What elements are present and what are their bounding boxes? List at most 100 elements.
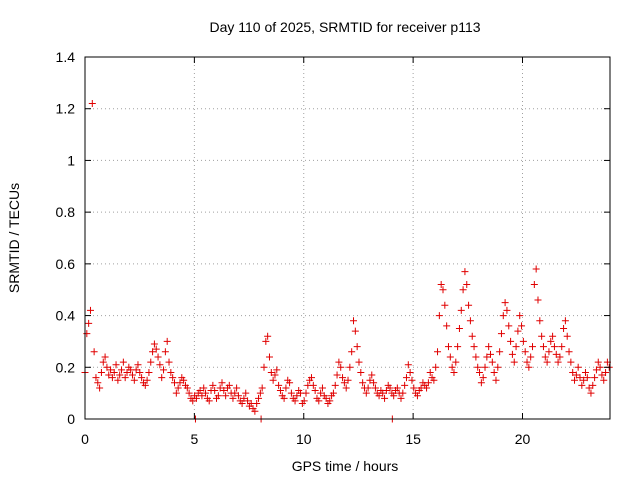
data-point [287,389,295,397]
data-point [435,312,443,320]
plot-frame [84,56,611,420]
data-point [583,374,591,382]
data-point [410,384,418,392]
data-point [463,281,471,289]
data-point [307,374,315,382]
data-point [176,379,184,387]
data-point [273,366,281,374]
data-point [329,389,337,397]
x-tick-label: 5 [190,431,198,447]
data-point [368,371,376,379]
data-point [591,374,599,382]
data-point [563,332,571,340]
data-point [234,392,242,400]
data-point [346,363,354,371]
data-point [399,389,407,397]
data-point [326,397,334,405]
data-point [286,379,294,387]
data-point [476,368,484,376]
data-point [97,368,105,376]
data-point [581,368,589,376]
data-point [233,384,241,392]
data-point [174,384,182,392]
data-point [454,343,462,351]
data-point [426,368,434,376]
data-point [105,371,113,379]
data-point [572,371,580,379]
x-axis-label: GPS time / hours [292,458,399,474]
data-point [547,337,555,345]
data-point [108,374,116,382]
data-point [229,394,237,402]
y-tick-label: 0.2 [56,359,76,375]
data-point [446,353,454,361]
data-point [114,376,122,384]
data-point [128,371,136,379]
data-point [262,337,270,345]
data-point [103,363,111,371]
data-point [85,319,93,327]
data-point [470,343,478,351]
data-point [459,286,467,294]
data-point [492,376,500,384]
data-point [479,374,487,382]
data-point [585,384,593,392]
data-point [331,381,339,389]
data-point [337,363,345,371]
data-point [541,353,549,361]
data-point [165,358,173,366]
data-point [121,374,129,382]
data-point [556,353,564,361]
data-point [256,389,264,397]
data-point [141,381,149,389]
data-point [539,343,547,351]
data-point [413,392,421,400]
data-point [315,397,323,405]
data-point [355,358,363,366]
data-point [474,363,482,371]
x-tick-labels: 0 5 10 15 20 [81,431,530,447]
data-point [99,358,107,366]
data-point [185,389,193,397]
data-point [267,368,275,376]
data-point [293,392,301,400]
data-point [143,376,151,384]
data-point [450,368,458,376]
data-point [497,330,505,338]
data-point [280,394,288,402]
data-point [309,381,317,389]
data-point [94,379,102,387]
data-point [503,306,511,314]
data-point [156,361,164,369]
grid-lines [85,57,610,419]
data-point [514,327,522,335]
data-point [512,343,520,351]
data-point [112,361,120,369]
data-point [600,376,608,384]
data-point [499,312,507,320]
data-point [138,374,146,382]
data-point [107,366,115,374]
data-point [251,407,259,415]
y-tick-labels: 0 0.2 0.4 0.6 0.8 1 1.2 1.4 [56,49,76,427]
data-point [483,353,491,361]
data-point [550,343,558,351]
data-point [404,361,412,369]
data-point [501,299,509,307]
data-point [490,368,498,376]
data-point [242,389,250,397]
data-point [439,286,447,294]
data-point [523,358,531,366]
data-point [530,281,538,289]
data-point [532,265,540,273]
data-point [83,330,91,338]
data-point [172,389,180,397]
data-point [549,332,557,340]
data-point [311,387,319,395]
data-point [209,381,217,389]
data-point [196,387,204,395]
data-point [271,371,279,379]
data-point [123,368,131,376]
data-point [401,381,409,389]
